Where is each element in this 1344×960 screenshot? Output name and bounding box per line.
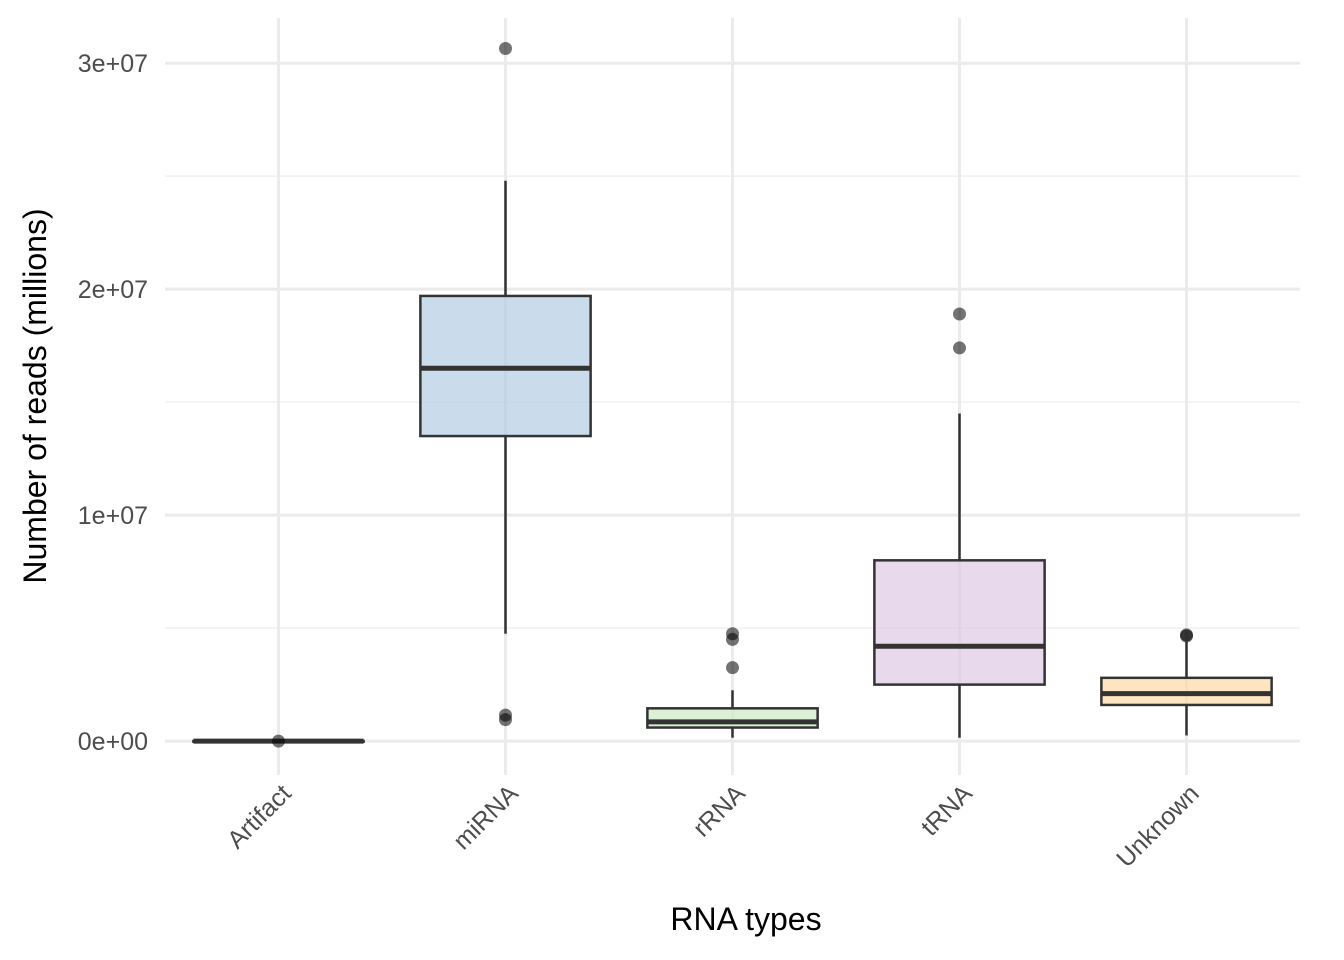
outlier-point <box>1180 629 1193 643</box>
y-axis-tick-labels: 0e+00 1e+07 2e+07 3e+07 <box>78 50 148 756</box>
box-unknown <box>1100 628 1273 736</box>
x-axis-title: RNA types <box>670 901 821 937</box>
outlier-point <box>953 341 966 355</box>
box-artifact <box>192 734 365 748</box>
y-tick-label: 1e+07 <box>78 502 148 530</box>
box-mirna <box>419 42 592 727</box>
boxplot-series <box>192 42 1273 748</box>
x-tick-label: Artifact <box>222 779 297 854</box>
outlier-point <box>499 713 512 727</box>
outlier-point <box>499 42 512 56</box>
x-tick-label: tRNA <box>916 779 978 841</box>
y-tick-label: 0e+00 <box>78 728 148 756</box>
x-tick-label: miRNA <box>448 779 524 855</box>
outlier-point <box>726 632 739 646</box>
outlier-point <box>953 307 966 321</box>
y-tick-label: 2e+07 <box>78 276 148 304</box>
outlier-point <box>272 734 285 748</box>
box-trna <box>873 307 1046 738</box>
y-tick-label: 3e+07 <box>78 50 148 78</box>
box-iqr <box>646 707 819 729</box>
x-axis-tick-labels: Artifact miRNA rRNA tRNA Unknown <box>222 779 1205 873</box>
box-iqr <box>873 559 1046 686</box>
y-axis-title: Number of reads (millions) <box>17 208 53 583</box>
x-tick-label: rRNA <box>688 779 751 842</box>
x-tick-label: Unknown <box>1111 779 1205 873</box>
outlier-point <box>726 661 739 675</box>
box-rrna <box>646 627 819 738</box>
